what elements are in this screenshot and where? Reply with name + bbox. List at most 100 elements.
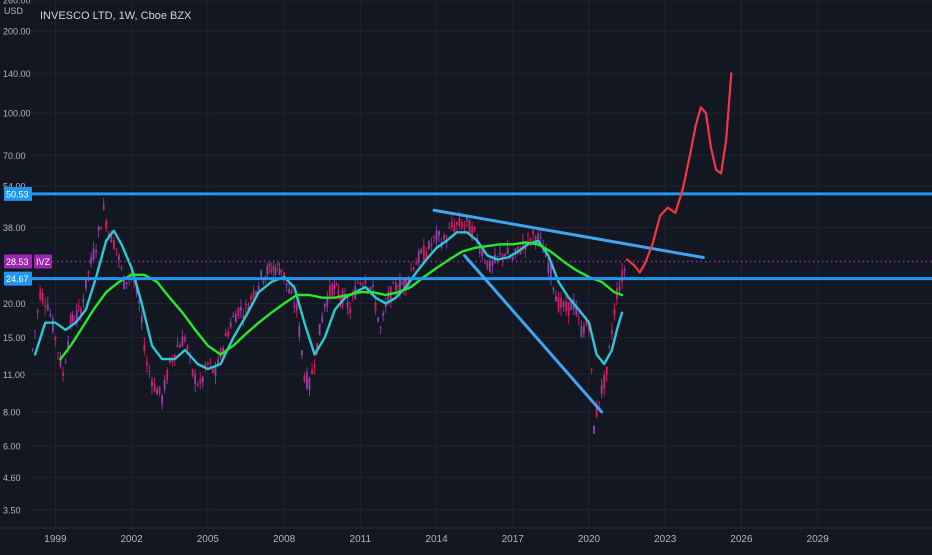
price-candle-body bbox=[255, 291, 258, 296]
price-candle-body bbox=[39, 289, 42, 300]
price-candle-body bbox=[417, 251, 420, 263]
price-candle-body bbox=[328, 285, 331, 296]
price-candle-body bbox=[44, 305, 47, 308]
time-axis-tick-label: 2005 bbox=[197, 534, 220, 545]
price-label-24-67: 24.67 bbox=[4, 271, 32, 286]
price-candle-body bbox=[54, 336, 57, 341]
price-candle-body bbox=[351, 294, 354, 297]
price-candle-body bbox=[506, 247, 509, 255]
price-candle-body bbox=[463, 224, 466, 226]
price-candle-body bbox=[605, 366, 608, 375]
price-candle-body bbox=[335, 283, 338, 285]
price-candle-body bbox=[34, 330, 36, 332]
price-candle-body bbox=[326, 296, 329, 307]
price-candle-body bbox=[283, 272, 285, 280]
price-candle-body bbox=[537, 233, 540, 239]
price-candle-body bbox=[64, 361, 67, 364]
price-axis-tick-label: 20.00 bbox=[3, 299, 26, 309]
price-candle-body bbox=[62, 372, 64, 376]
price-candle-body bbox=[130, 272, 133, 274]
price-candle-body bbox=[290, 290, 293, 294]
price-candle-body bbox=[201, 376, 204, 383]
price-candle-body bbox=[557, 297, 560, 312]
price-candle-body bbox=[311, 370, 313, 374]
price-candle-body bbox=[555, 295, 557, 302]
price-candle-body bbox=[272, 266, 275, 270]
price-axis-tick-label: 70.00 bbox=[3, 151, 26, 161]
price-candle-body bbox=[138, 300, 141, 304]
price-candle-body bbox=[145, 361, 148, 366]
price-candle-body bbox=[403, 279, 405, 289]
price-candle-body bbox=[410, 268, 413, 270]
price-candle-body bbox=[306, 372, 308, 389]
price-candle-body bbox=[407, 279, 410, 283]
price-candle-body bbox=[504, 254, 507, 257]
price-series bbox=[31, 198, 626, 435]
price-label-badge bbox=[4, 254, 32, 269]
price-candle-body bbox=[552, 287, 555, 291]
price-candle-body bbox=[514, 248, 517, 254]
price-label-badge bbox=[4, 271, 32, 286]
price-candle-body bbox=[580, 325, 583, 337]
time-axis-tick-label: 2023 bbox=[654, 534, 677, 545]
price-candle-body bbox=[473, 226, 476, 230]
price-candle-body bbox=[570, 301, 573, 310]
price-axis-tick-label: 100.00 bbox=[3, 109, 31, 119]
price-candle-body bbox=[87, 271, 90, 274]
price-candle-body bbox=[562, 301, 565, 307]
price-candle-body bbox=[527, 234, 529, 236]
price-candle-body bbox=[166, 369, 169, 381]
price-candle-body bbox=[77, 305, 80, 307]
price-candle-body bbox=[337, 290, 340, 297]
price-axis-tick-label: 38.00 bbox=[3, 223, 26, 233]
price-candle-body bbox=[143, 344, 146, 352]
price-axis-tick-label: 54.00 bbox=[3, 181, 26, 191]
price-candle-body bbox=[57, 352, 59, 354]
price-axis: 260.00 200.00 140.00 100.00 70.00 54.00 38.00 2… bbox=[3, 0, 31, 515]
price-candle-body bbox=[549, 265, 552, 278]
price-candle-body bbox=[212, 369, 214, 373]
price-candle-body bbox=[308, 378, 311, 390]
price-candle-body bbox=[341, 290, 344, 307]
price-candle-body bbox=[148, 371, 151, 373]
price-axis-tick-label: 260.00 bbox=[3, 0, 31, 6]
price-candle-body bbox=[194, 374, 197, 385]
price-candle-body bbox=[349, 308, 352, 314]
price-candle-body bbox=[298, 326, 301, 337]
price-candle-body bbox=[448, 227, 451, 229]
price-candle-body bbox=[227, 331, 230, 337]
price-candle-body bbox=[181, 336, 184, 347]
price-candle-body bbox=[339, 297, 342, 300]
price-candle-body bbox=[112, 240, 115, 250]
price-candle-body bbox=[443, 234, 446, 240]
price-candle-body bbox=[245, 303, 247, 306]
price-candle-body bbox=[496, 256, 499, 258]
price-candle-body bbox=[217, 358, 219, 366]
price-axis-tick-label: 15.00 bbox=[3, 333, 26, 343]
price-candle-body bbox=[97, 226, 100, 231]
price-candle-body bbox=[51, 318, 54, 332]
price-candle-body bbox=[224, 332, 227, 337]
price-candle-body bbox=[529, 239, 532, 244]
grid bbox=[30, 0, 932, 528]
price-candle-body bbox=[46, 304, 49, 310]
price-candle-body bbox=[161, 395, 164, 404]
price-candle-body bbox=[239, 306, 242, 311]
time-axis: 1999 2002 2005 2008 2011 2014 2017 2020 2023 2026… bbox=[44, 534, 829, 545]
price-candle-body bbox=[158, 386, 161, 394]
price-candle-body bbox=[268, 263, 271, 268]
time-axis-tick-label: 2002 bbox=[121, 534, 144, 545]
price-candle-body bbox=[229, 322, 232, 328]
price-candle-body bbox=[425, 251, 428, 257]
price-candle-body bbox=[280, 269, 283, 272]
price-candle-body bbox=[585, 318, 588, 326]
price-candle-body bbox=[422, 245, 425, 261]
price-candle-body bbox=[405, 279, 407, 291]
price-candle-body bbox=[501, 253, 504, 259]
price-candle-body bbox=[75, 310, 78, 319]
price-candle-body bbox=[323, 303, 326, 308]
price-candle-body bbox=[565, 301, 568, 311]
price-candle-body bbox=[191, 369, 194, 376]
